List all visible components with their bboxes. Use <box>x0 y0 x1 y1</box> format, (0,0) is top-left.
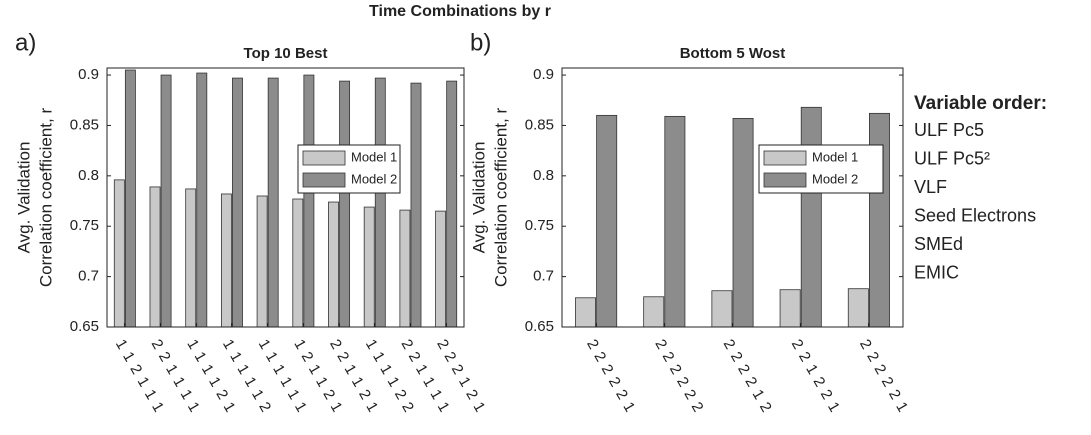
legend-label: Model 2 <box>812 171 858 186</box>
bar <box>232 77 243 328</box>
bar <box>800 106 822 328</box>
bar <box>328 201 339 328</box>
bar <box>374 77 386 328</box>
figure-title: Time Combinations by r <box>369 3 551 20</box>
legend-swatch <box>763 150 807 166</box>
legend-swatch <box>302 172 346 188</box>
y-tick-label: 0.75 <box>525 217 554 234</box>
panel-label: a) <box>15 29 36 56</box>
chart-title: Bottom 5 Wost <box>680 45 786 62</box>
bar <box>575 297 597 328</box>
y-tick-label: 0.85 <box>525 116 554 133</box>
bar <box>435 210 447 328</box>
variable-order-item: VLF <box>914 177 947 197</box>
y-tick-label: 0.75 <box>70 217 99 234</box>
bar <box>292 198 304 328</box>
y-tick-label: 0.7 <box>533 268 554 285</box>
bar <box>160 74 172 328</box>
bar <box>446 80 458 328</box>
axes-box <box>106 67 465 328</box>
legend-label: Model 2 <box>351 171 397 186</box>
bar <box>779 289 801 328</box>
y-tick-label: 0.65 <box>525 318 554 335</box>
bar <box>732 117 754 328</box>
bar <box>363 206 375 328</box>
bar <box>847 288 869 328</box>
y-tick-label: 0.8 <box>533 167 554 184</box>
bar <box>711 290 733 328</box>
y-axis-label: Correlation coefficient, r <box>491 108 510 288</box>
y-axis-label: Avg. Validation <box>469 142 488 254</box>
bar <box>339 80 351 328</box>
y-tick-label: 0.65 <box>70 318 99 335</box>
bar <box>149 186 161 328</box>
bar <box>410 82 422 328</box>
bar <box>124 69 136 328</box>
y-tick-label: 0.9 <box>78 66 99 83</box>
variable-order-item: SMEd <box>914 234 963 254</box>
y-tick-label: 0.9 <box>533 66 554 83</box>
variable-order-item: ULF Pc5² <box>914 148 990 168</box>
axes-box <box>561 67 904 328</box>
bar <box>196 72 208 328</box>
bar <box>596 114 618 328</box>
y-tick-label: 0.8 <box>78 167 99 184</box>
variable-order-heading: Variable order: <box>914 93 1047 114</box>
bar <box>664 115 686 328</box>
variable-order-item: EMIC <box>914 262 959 282</box>
variable-order-item: Seed Electrons <box>914 205 1036 225</box>
bar <box>643 296 665 328</box>
panel-label: b) <box>470 29 491 56</box>
chart-title: Top 10 Best <box>244 45 328 62</box>
bar <box>399 209 411 328</box>
legend-swatch <box>302 150 346 166</box>
y-tick-label: 0.7 <box>78 268 99 285</box>
bar <box>113 179 125 328</box>
legend-label: Model 1 <box>812 149 858 164</box>
y-tick-label: 0.85 <box>70 116 99 133</box>
legend-swatch <box>763 172 807 188</box>
variable-order-item: ULF Pc5 <box>914 120 984 140</box>
y-axis-label: Correlation coefficient, r <box>36 108 55 288</box>
bar <box>303 74 315 328</box>
bar <box>185 188 197 328</box>
bar <box>267 77 279 328</box>
bar <box>220 193 232 328</box>
y-axis-label: Avg. Validation <box>14 142 33 254</box>
bar <box>256 195 268 328</box>
legend-label: Model 1 <box>351 149 397 164</box>
